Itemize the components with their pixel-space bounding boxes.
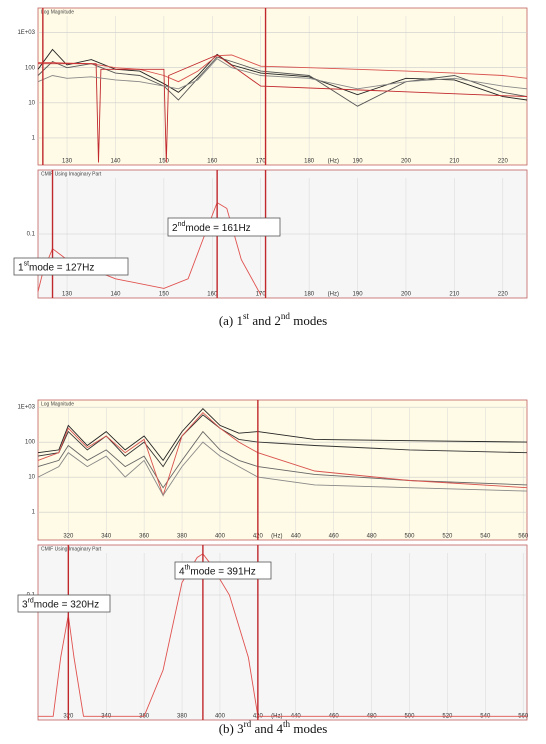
x-tick-label: 340 [101,534,112,540]
text-part: rd [28,598,34,605]
x-tick-label: 360 [139,534,150,540]
panel-header: Log Magnitude [41,9,74,15]
annotation-box [174,561,272,580]
text-part: mode = 320Hz [34,599,99,610]
data-line [37,411,528,497]
annotation: 3rdmode = 320Hz [22,598,99,610]
x-tick-label: 140 [110,159,121,165]
data-line [37,441,528,497]
x-tick-label: 180 [304,159,315,165]
text-part: 4 [179,566,185,577]
text-part: mode = 161Hz [185,223,250,234]
x-tick-label: 320 [63,534,74,540]
text-part: 2 [172,223,178,234]
x-tick-label: 400 [215,534,226,540]
panel-header: Log Magnitude [41,401,74,407]
text-part: th [283,719,291,729]
x-tick-label: 200 [401,292,412,298]
x-tick-label: 540 [480,534,491,540]
x-tick-label: 190 [353,159,364,165]
annotation-box [13,257,129,276]
data-line [38,553,527,717]
x-tick-label: 130 [62,292,73,298]
x-tick-label: 180 [304,292,315,298]
x-tick-label: 210 [449,159,460,165]
text-part: rd [244,719,252,729]
x-tick-label: 150 [159,159,170,165]
x-tick-label: 220 [498,159,509,165]
x-tick-label: 380 [177,534,188,540]
panel-header: CMIF Using Imaginary Part [41,171,102,177]
data-line [37,201,262,296]
text-part: (b) 3 [219,721,244,736]
x-tick-label: 220 [498,292,509,298]
annotation-box [167,217,281,237]
plot-area [37,544,528,721]
x-tick-label: 400 [215,714,226,720]
caption: (a) 1st and 2nd modes [219,311,327,328]
x-axis-label: (Hz) [271,534,282,540]
x-tick-label: 190 [353,292,364,298]
text-part: 3 [22,599,28,610]
data-line [37,430,528,489]
text-part: nd [178,221,186,228]
x-tick-label: 440 [291,534,302,540]
text-part: 1 [18,262,24,273]
annotation: 2ndmode = 161Hz [172,221,251,233]
y-tick-label: 1 [32,136,36,142]
x-tick-label: 170 [256,159,267,165]
y-tick-label: 10 [28,475,35,481]
annotation: 1stmode = 127Hz [18,261,94,273]
x-tick-label: 200 [401,159,412,165]
plot-area [37,7,528,166]
y-tick-label: 1 [32,510,36,516]
text-part: modes [290,721,327,736]
text-part: mode = 127Hz [29,262,94,273]
x-tick-label: 160 [207,292,218,298]
x-axis-label: (Hz) [328,292,339,298]
x-tick-label: 460 [329,534,340,540]
data-line [38,54,528,163]
x-tick-label: 560 [518,534,529,540]
y-tick-label: 1E+03 [17,405,35,411]
text-part: st [243,311,250,321]
panel-header: CMIF Using Imaginary Part [41,546,102,552]
x-tick-label: 140 [110,292,121,298]
annotation-box [17,594,111,613]
text-part: (a) 1 [219,313,243,328]
x-tick-label: 380 [177,714,188,720]
text-part: th [185,565,191,572]
text-part: and 2 [249,313,281,328]
x-tick-label: 520 [442,534,453,540]
x-tick-label: 160 [207,159,218,165]
x-tick-label: 500 [404,534,415,540]
data-line [37,48,528,101]
y-tick-label: 100 [25,440,36,446]
x-tick-label: 210 [449,292,460,298]
y-tick-label: 1E+03 [17,30,35,36]
x-axis-label: (Hz) [328,159,339,165]
text-part: modes [290,313,327,328]
data-line [37,58,528,90]
y-tick-label: 10 [28,100,35,106]
y-tick-label: 0.1 [27,232,36,238]
data-line [37,408,528,462]
x-tick-label: 130 [62,159,73,165]
x-tick-label: 150 [159,292,170,298]
text-part: and 4 [251,721,283,736]
caption: (b) 3rd and 4th modes [219,719,328,736]
text-part: nd [281,311,291,321]
y-tick-label: 100 [25,65,36,71]
text-part: st [24,261,30,268]
annotation: 4thmode = 391Hz [179,565,256,577]
data-line [37,56,528,107]
text-part: mode = 391Hz [190,566,255,577]
x-tick-label: 480 [367,534,378,540]
data-line [37,414,528,468]
